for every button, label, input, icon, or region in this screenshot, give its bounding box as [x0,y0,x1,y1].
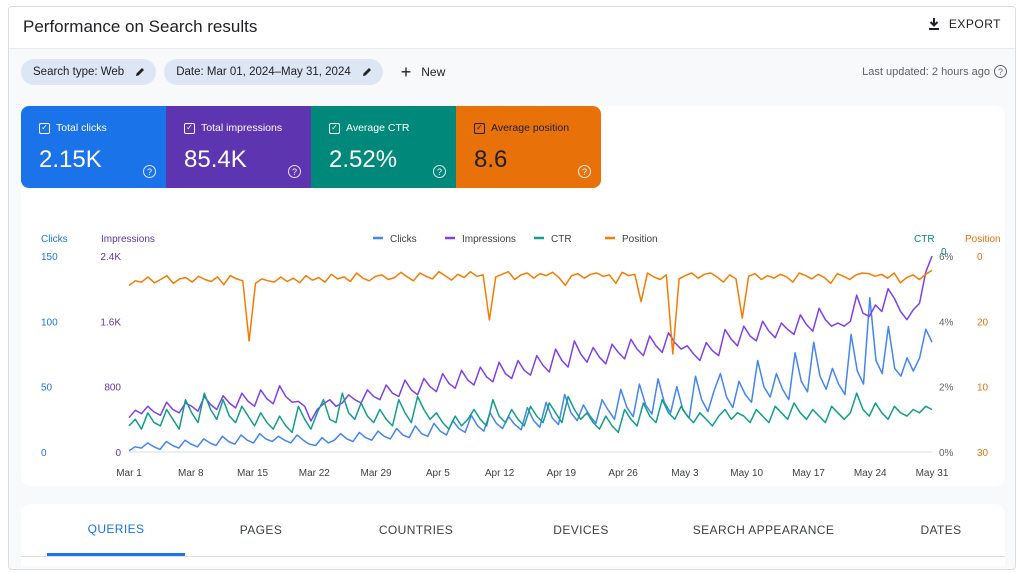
tick-label-ctr: 6% [939,252,954,263]
tick-label-ctr-top: 0 [941,247,947,258]
tick-label-ctr: 0% [939,448,954,459]
last-updated-text: Last updated: 2 hours ago [862,65,990,78]
checkbox-icon[interactable]: ✓ [39,122,50,134]
metric-value: 2.52% [329,146,398,173]
x-tick-label: May 10 [730,468,763,479]
metric-value: 2.15K [39,146,102,173]
tick-label-ctr: 2% [939,383,954,394]
x-tick-label: May 17 [792,468,825,479]
performance-chart: Clicks Impressions CTR Position Clicks Impres… [21,220,1005,486]
x-tick-label: May 31 [916,468,949,479]
x-tick-label: Mar 8 [178,468,204,479]
tab-countries[interactable]: COUNTRIES [378,523,454,537]
metric-card-clicks[interactable]: ✓ Total clicks 2.15K ? [21,106,166,188]
checkbox-icon[interactable]: ✓ [184,122,195,134]
checkbox-icon[interactable]: ✓ [329,122,340,134]
date-range-chip[interactable]: Date: Mar 01, 2024–May 31, 2024 [164,59,383,85]
metric-label: Total impressions [201,122,283,134]
help-icon[interactable]: ? [288,165,301,178]
tick-label-position: 20 [977,317,989,328]
axis-title-impressions: Impressions [101,234,155,245]
download-icon [928,18,939,30]
x-tick-label: Mar 1 [116,468,142,479]
metric-value: 85.4K [184,146,247,173]
axis-title-clicks: Clicks [41,234,68,245]
performance-panel: ✓ Total clicks 2.15K ? ✓ Total impressions… [21,106,1005,486]
x-tick-label: Apr 26 [608,468,638,479]
tab-pages[interactable]: PAGES [239,523,283,537]
legend-label: Position [622,234,658,245]
page-title: Performance on Search results [23,17,258,36]
export-button[interactable]: EXPORT [927,17,1001,31]
new-filter-label: New [421,65,446,79]
help-icon[interactable]: ? [433,165,446,178]
tick-label-clicks: 50 [41,383,53,394]
tab-search-appearance[interactable]: SEARCH APPEARANCE [692,523,835,537]
tab-devices[interactable]: DEVICES [553,523,609,537]
tick-label-position: 30 [977,448,989,459]
tick-label-impressions: 2.4K [100,252,121,263]
chart-svg: Clicks Impressions CTR Position Clicks Impres… [41,234,1001,479]
filter-bar: Search type: Web Date: Mar 01, 2024–May … [21,59,455,85]
checkbox-icon[interactable]: ✓ [474,122,485,134]
metric-card-ctr[interactable]: ✓ Average CTR 2.52% ? [311,106,456,188]
tick-label-ctr: 4% [939,317,954,328]
tick-label-position: 0 [977,252,983,263]
legend-label: Clicks [390,234,417,245]
edit-icon [136,68,145,76]
x-tick-label: May 3 [671,468,699,479]
edit-icon [362,68,371,76]
series-line-position [128,269,933,355]
search-type-chip[interactable]: Search type: Web [21,59,157,85]
x-tick-label: May 24 [854,468,887,479]
export-label: EXPORT [948,17,1001,31]
metric-label: Average position [491,122,570,134]
tick-label-impressions: 0 [115,448,121,459]
axis-title-ctr: CTR [914,234,935,245]
tabs-divider [21,556,1005,557]
search-type-label: Search type: Web [33,66,125,78]
tab-dates[interactable]: DATES [920,523,962,537]
report-tabs: QUERIES PAGES COUNTRIES DEVICES SEARCH A… [21,504,1005,566]
x-tick-label: Mar 22 [299,468,331,479]
top-bar: Performance on Search results EXPORT [9,7,1015,49]
legend-label: Impressions [462,234,516,245]
help-icon[interactable]: ? [578,165,591,178]
app-frame: Performance on Search results EXPORT Sea… [8,6,1016,570]
series-line-ctr [128,392,933,434]
plus-icon: + [400,62,412,82]
tick-label-clicks: 150 [41,252,58,263]
x-tick-label: Apr 12 [485,468,515,479]
x-tick-label: Mar 29 [361,468,393,479]
metric-label: Average CTR [346,122,410,134]
tick-label-clicks: 100 [41,317,58,328]
x-tick-label: Mar 15 [237,468,269,479]
x-tick-label: Apr 19 [547,468,577,479]
tick-label-impressions: 1.6K [100,317,121,328]
legend-label: CTR [551,234,572,245]
metric-card-position[interactable]: ✓ Average position 8.6 ? [456,106,601,188]
date-range-label: Date: Mar 01, 2024–May 31, 2024 [176,66,351,78]
x-tick-label: Apr 5 [426,468,450,479]
metric-value: 8.6 [474,146,508,173]
tick-label-position: 10 [977,383,989,394]
series-line-impressions [128,255,933,422]
help-icon[interactable]: ? [994,65,1007,78]
tab-queries[interactable]: QUERIES [47,504,185,556]
tick-label-clicks: 0 [41,448,47,459]
tick-label-impressions: 800 [104,383,121,394]
metric-label: Total clicks [56,122,107,134]
metric-card-impressions[interactable]: ✓ Total impressions 85.4K ? [166,106,311,188]
series-line-clicks [128,297,933,452]
axis-title-position: Position [965,234,1001,245]
new-filter-button[interactable]: + New [391,59,456,85]
last-updated: Last updated: 2 hours ago ? [862,65,1007,78]
help-icon[interactable]: ? [143,165,156,178]
